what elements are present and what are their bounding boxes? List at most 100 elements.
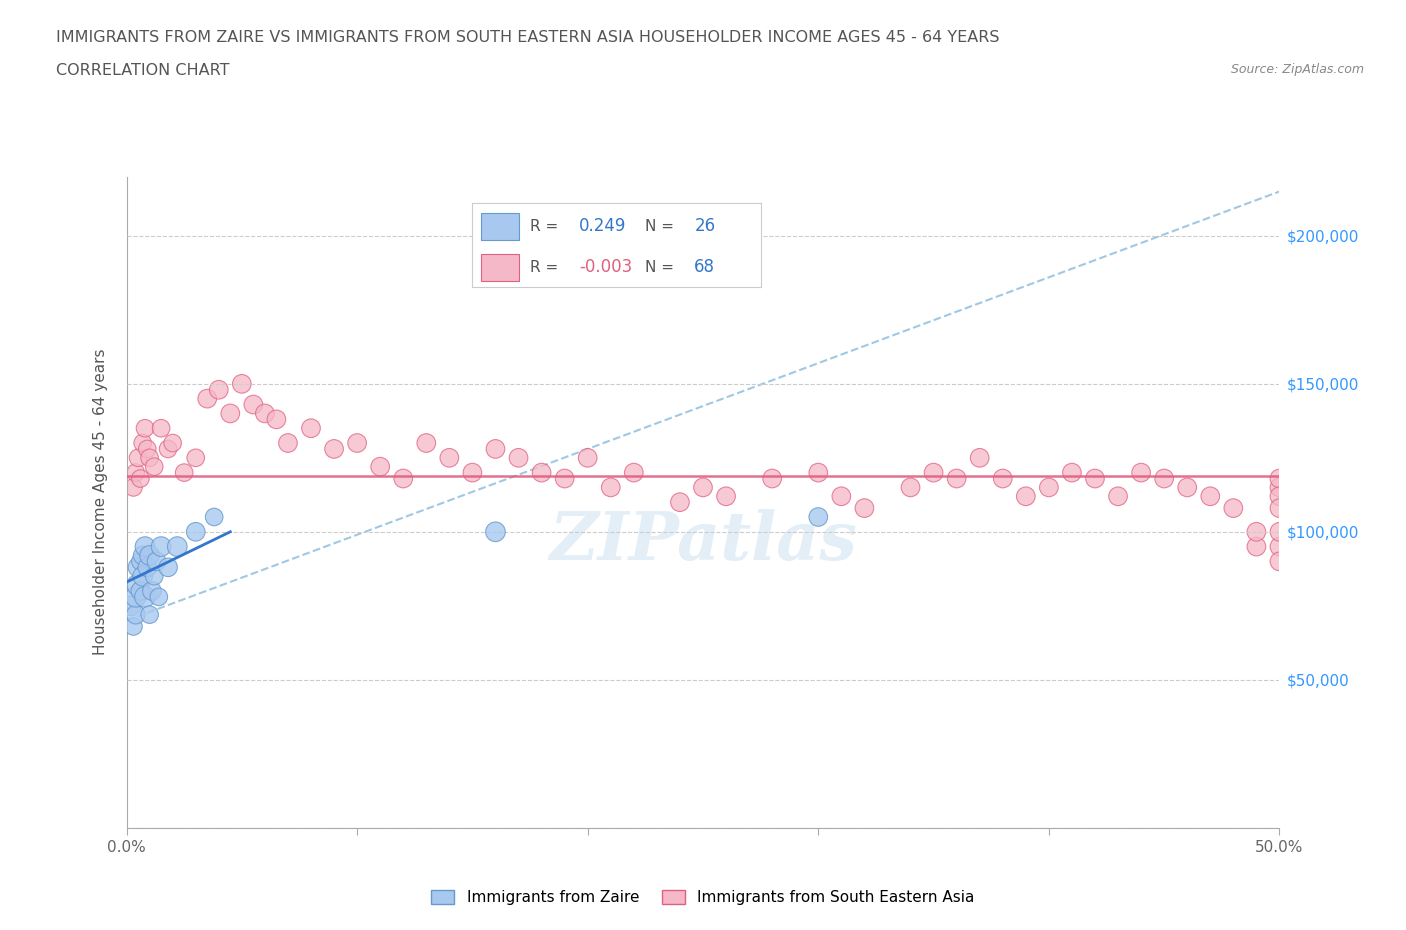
Point [1084, 472, 1107, 486]
Point [392, 472, 415, 486]
Point [323, 442, 346, 457]
Point [127, 560, 149, 575]
Point [231, 377, 253, 392]
Point [242, 397, 264, 412]
Point [692, 480, 714, 495]
Point [484, 525, 506, 539]
Bar [481, 213, 519, 240]
Point [945, 472, 967, 486]
Point [125, 607, 148, 622]
Text: 68: 68 [695, 258, 716, 276]
Point [1038, 480, 1060, 495]
Point [530, 465, 553, 480]
Point [143, 569, 166, 584]
Point [127, 450, 149, 465]
Point [129, 583, 152, 598]
Point [461, 465, 484, 480]
Point [157, 560, 180, 575]
Point [145, 554, 167, 569]
Point [1268, 472, 1291, 486]
Point [143, 459, 166, 474]
Point [623, 465, 645, 480]
Point [599, 480, 621, 495]
Text: -0.003: -0.003 [579, 258, 633, 276]
Point [1153, 472, 1175, 486]
Point [277, 435, 299, 450]
Text: 26: 26 [695, 218, 716, 235]
Point [508, 450, 530, 465]
Point [1175, 480, 1198, 495]
Point [184, 525, 207, 539]
Bar [481, 254, 519, 281]
Point [136, 560, 159, 575]
Point [138, 607, 160, 622]
Point [922, 465, 945, 480]
Point [131, 548, 153, 563]
Point [122, 480, 145, 495]
Point [1268, 500, 1291, 515]
Point [1199, 489, 1222, 504]
Y-axis label: Householder Income Ages 45 - 64 years: Householder Income Ages 45 - 64 years [93, 349, 108, 656]
Point [853, 500, 876, 515]
Point [1268, 525, 1291, 539]
Point [969, 450, 991, 465]
Point [830, 489, 852, 504]
Point [346, 435, 368, 450]
Point [714, 489, 737, 504]
Point [807, 465, 830, 480]
Text: Source: ZipAtlas.com: Source: ZipAtlas.com [1230, 63, 1364, 76]
Point [122, 619, 145, 634]
Point [1268, 480, 1291, 495]
Point [138, 450, 160, 465]
Text: N =: N = [645, 219, 679, 234]
Point [195, 392, 218, 406]
Point [807, 510, 830, 525]
Point [991, 472, 1014, 486]
Text: CORRELATION CHART: CORRELATION CHART [56, 63, 229, 78]
Point [134, 420, 156, 435]
Point [162, 435, 184, 450]
Point [900, 480, 922, 495]
Point [219, 406, 242, 421]
Point [554, 472, 576, 486]
Point [173, 465, 195, 480]
Point [120, 598, 142, 613]
Point [439, 450, 461, 465]
Text: R =: R = [530, 219, 564, 234]
Point [1060, 465, 1083, 480]
Point [127, 578, 149, 592]
Point [131, 569, 153, 584]
Point [253, 406, 276, 421]
Point [1246, 539, 1268, 554]
Point [1222, 500, 1244, 515]
Legend: Immigrants from Zaire, Immigrants from South Eastern Asia: Immigrants from Zaire, Immigrants from S… [423, 883, 983, 913]
Point [266, 412, 288, 427]
Point [184, 450, 207, 465]
Text: IMMIGRANTS FROM ZAIRE VS IMMIGRANTS FROM SOUTH EASTERN ASIA HOUSEHOLDER INCOME A: IMMIGRANTS FROM ZAIRE VS IMMIGRANTS FROM… [56, 30, 1000, 45]
Point [1246, 525, 1268, 539]
Point [131, 435, 153, 450]
Point [1268, 489, 1291, 504]
Point [1268, 554, 1291, 569]
Point [669, 495, 692, 510]
Point [129, 554, 152, 569]
Text: R =: R = [530, 259, 564, 274]
Point [150, 420, 173, 435]
Point [148, 590, 170, 604]
Point [125, 590, 148, 604]
Point [1107, 489, 1129, 504]
Point [134, 590, 156, 604]
Text: 0.249: 0.249 [579, 218, 627, 235]
Point [576, 450, 599, 465]
Point [761, 472, 783, 486]
Point [1268, 539, 1291, 554]
Text: N =: N = [645, 259, 679, 274]
Point [138, 548, 160, 563]
Point [150, 539, 173, 554]
Point [368, 459, 391, 474]
Point [136, 442, 159, 457]
Point [1130, 465, 1153, 480]
Point [484, 442, 506, 457]
Point [1015, 489, 1038, 504]
Point [157, 442, 180, 457]
